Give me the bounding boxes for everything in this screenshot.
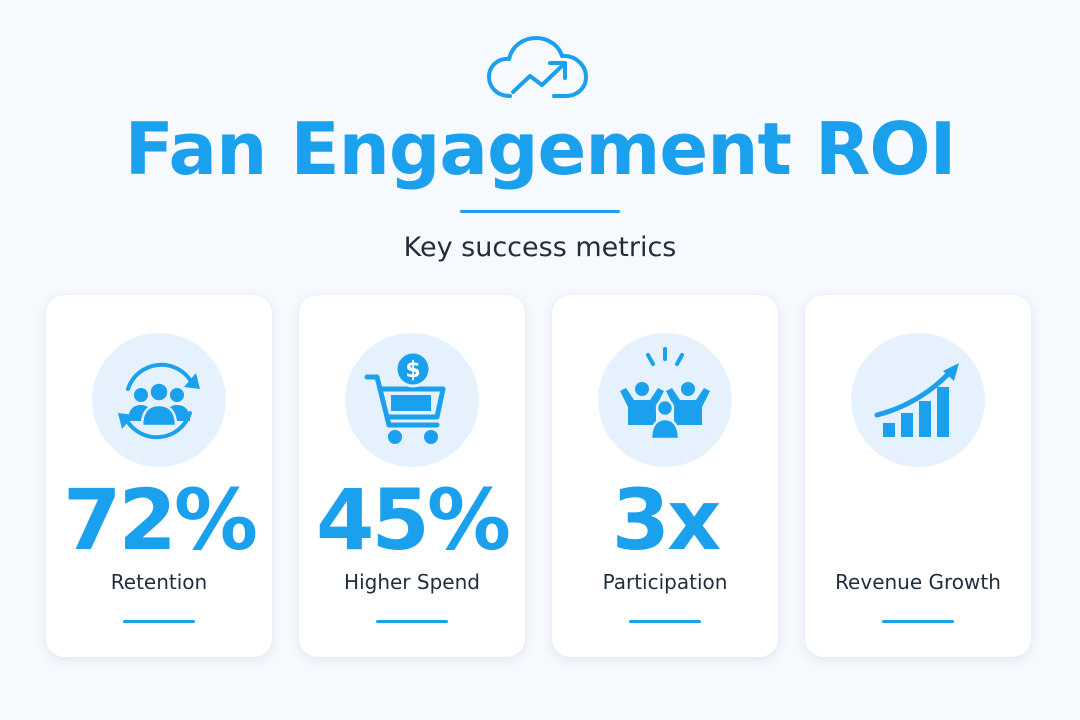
metric-value: 3x <box>611 471 722 569</box>
cheering-crowd-icon <box>620 347 710 441</box>
shopping-cart-dollar-icon: $ <box>364 350 446 444</box>
page-title: Fan Engagement ROI <box>124 107 957 191</box>
svg-text:$: $ <box>405 358 420 383</box>
metric-card-higher-spend: $ 45% Higher Spend <box>299 295 525 657</box>
icon-circle <box>851 333 985 467</box>
metric-label: Revenue Growth <box>835 570 1001 594</box>
page-subtitle: Key success metrics <box>403 232 677 263</box>
icon-circle: $ <box>345 333 479 467</box>
metric-card-revenue-growth: Revenue Growth <box>805 295 1031 657</box>
metric-value: 72% <box>62 471 258 569</box>
cloud-growth-icon <box>487 36 588 98</box>
metric-card-participation: 3x Participation <box>552 295 778 657</box>
header: Fan Engagement ROI Key success metrics <box>0 0 1080 290</box>
fan-retention-icon <box>118 362 200 440</box>
card-divider <box>882 620 954 623</box>
metric-label: Retention <box>110 570 208 594</box>
metric-label: Higher Spend <box>344 570 480 594</box>
card-divider <box>376 620 448 623</box>
metric-card-retention: 72% Retention <box>46 295 272 657</box>
card-divider <box>629 620 701 623</box>
icon-circle <box>92 333 226 467</box>
icon-circle <box>598 333 732 467</box>
card-divider <box>123 620 195 623</box>
metric-label: Participation <box>602 570 728 594</box>
growth-chart-icon <box>874 363 959 437</box>
title-divider <box>460 210 620 213</box>
metric-value: 45% <box>315 471 511 569</box>
